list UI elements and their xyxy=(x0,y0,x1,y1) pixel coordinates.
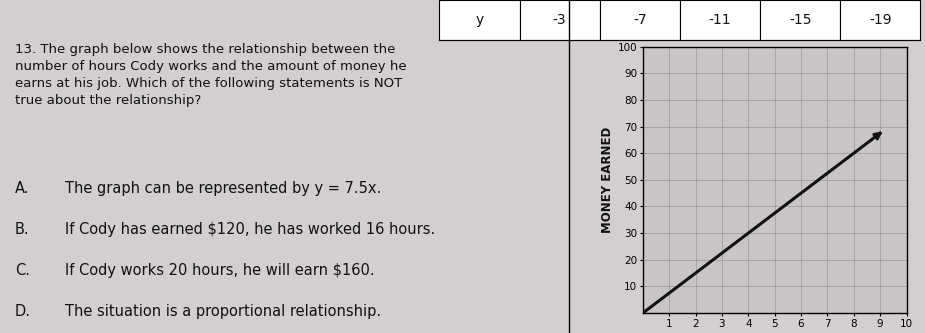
Text: -7: -7 xyxy=(633,13,647,27)
Text: If Cody works 20 hours, he will earn $160.: If Cody works 20 hours, he will earn $16… xyxy=(65,263,375,278)
Text: -11: -11 xyxy=(709,13,732,27)
Text: B.: B. xyxy=(15,222,30,237)
Text: y: y xyxy=(475,13,484,27)
Text: D.: D. xyxy=(15,304,31,319)
Text: The situation is a proportional relationship.: The situation is a proportional relation… xyxy=(65,304,381,319)
Text: If Cody has earned $120, he has worked 16 hours.: If Cody has earned $120, he has worked 1… xyxy=(65,222,435,237)
Text: The graph can be represented by y = 7.5x.: The graph can be represented by y = 7.5x… xyxy=(65,180,381,195)
Text: -19: -19 xyxy=(869,13,892,27)
Text: -15: -15 xyxy=(789,13,811,27)
Y-axis label: MONEY EARNED: MONEY EARNED xyxy=(600,127,613,233)
Text: 13. The graph below shows the relationship between the
number of hours Cody work: 13. The graph below shows the relationsh… xyxy=(15,43,406,107)
Text: C.: C. xyxy=(15,263,30,278)
Text: -3: -3 xyxy=(553,13,566,27)
Text: A.: A. xyxy=(15,180,30,195)
